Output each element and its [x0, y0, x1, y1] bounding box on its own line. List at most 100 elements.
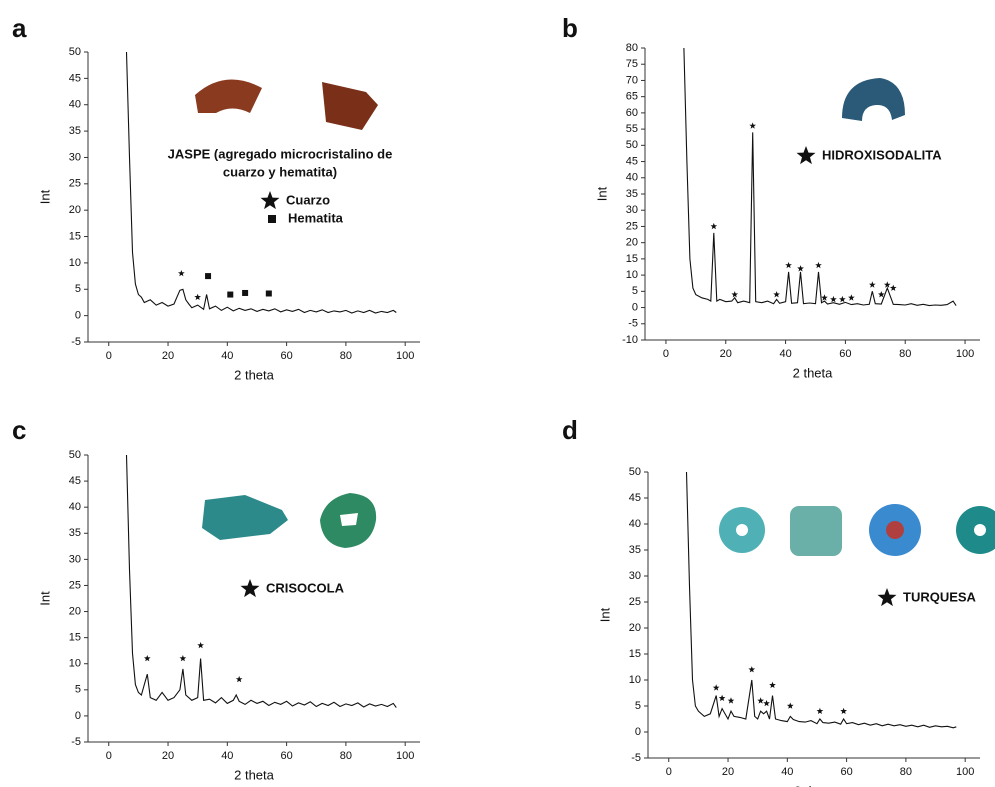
- y-tick-label: -5: [631, 752, 641, 764]
- artifact-hole: [974, 524, 986, 536]
- y-tick-label: 25: [626, 220, 638, 232]
- y-tick-label: 50: [69, 46, 81, 58]
- peak-marker-star: [719, 695, 726, 701]
- legend-star: [797, 146, 816, 164]
- x-tick-label: 40: [221, 750, 233, 762]
- artifact-photo: [322, 82, 378, 130]
- y-tick-label: 40: [69, 501, 81, 513]
- peak-marker-star: [144, 655, 151, 661]
- x-tick-label: 60: [280, 350, 292, 362]
- x-tick-label: 20: [720, 348, 732, 360]
- y-tick-label: 45: [69, 72, 81, 84]
- x-tick-label: 80: [340, 350, 352, 362]
- photos-b: [842, 78, 905, 121]
- y-tick-label: 30: [629, 570, 641, 582]
- peak-marker-star: [769, 682, 776, 688]
- legend-label: TURQUESA: [903, 589, 977, 604]
- y-tick-label: 5: [75, 684, 81, 696]
- panel-letter: d: [562, 415, 578, 445]
- x-axis-label: 2 theta: [234, 367, 275, 382]
- y-tick-label: -5: [71, 736, 81, 748]
- x-tick-label: 60: [280, 750, 292, 762]
- peak-marker-square: [266, 290, 272, 296]
- mineral-note: JASPE (agregado microcristalino de: [168, 146, 393, 161]
- peak-marker-square: [242, 290, 248, 296]
- y-tick-label: 75: [626, 58, 638, 70]
- x-tick-label: 60: [840, 766, 852, 778]
- peak-marker-star: [869, 281, 876, 287]
- y-tick-label: 20: [626, 237, 638, 249]
- y-tick-label: 35: [629, 544, 641, 556]
- legend-label: Hematita: [288, 210, 344, 225]
- figure: a-5051015202530354045500204060801002 the…: [0, 0, 995, 787]
- peak-marker-star: [848, 294, 855, 300]
- panel-letter: c: [12, 415, 26, 445]
- panel-letter: b: [562, 13, 578, 43]
- y-tick-label: 0: [75, 310, 81, 322]
- artifact-photo: [842, 78, 905, 121]
- peak-marker-star: [830, 296, 837, 302]
- peak-marker-star: [773, 291, 780, 297]
- y-tick-label: -5: [628, 318, 638, 330]
- y-tick-label: 45: [69, 475, 81, 487]
- y-tick-label: 20: [629, 622, 641, 634]
- y-tick-label: 15: [629, 648, 641, 660]
- y-tick-label: 5: [75, 283, 81, 295]
- y-tick-label: -10: [622, 334, 638, 346]
- y-tick-label: 50: [626, 139, 638, 151]
- y-tick-label: 60: [626, 107, 638, 119]
- peak-marker-star: [197, 642, 204, 648]
- y-axis-label: Int: [597, 607, 612, 622]
- x-tick-label: 0: [663, 348, 669, 360]
- x-axis-label: 2 theta: [793, 365, 834, 380]
- x-tick-label: 100: [956, 348, 974, 360]
- y-tick-label: 35: [69, 125, 81, 137]
- x-tick-label: 40: [779, 348, 791, 360]
- x-tick-label: 40: [781, 766, 793, 778]
- artifact-photo: [202, 495, 288, 540]
- x-tick-label: 0: [666, 766, 672, 778]
- y-tick-label: 65: [626, 91, 638, 103]
- y-tick-label: 10: [629, 674, 641, 686]
- mineral-note: cuarzo y hematita): [223, 164, 337, 179]
- peak-marker-star: [236, 676, 243, 682]
- y-tick-label: 45: [629, 492, 641, 504]
- peak-marker-star: [763, 700, 770, 706]
- y-tick-label: 70: [626, 74, 638, 86]
- y-tick-label: 5: [632, 285, 638, 297]
- panel-letter: a: [12, 13, 27, 43]
- y-tick-label: 0: [75, 710, 81, 722]
- x-tick-label: 0: [106, 350, 112, 362]
- legend-label: HIDROXISODALITA: [822, 147, 942, 162]
- y-tick-label: 30: [626, 204, 638, 216]
- peak-marker-star: [749, 122, 756, 128]
- photos-a: [195, 79, 378, 130]
- peak-marker-square: [227, 292, 233, 298]
- y-tick-label: 10: [626, 269, 638, 281]
- legend-label: CRISOCOLA: [266, 580, 345, 595]
- y-axis-label: Int: [37, 189, 52, 204]
- peak-marker-star: [890, 285, 897, 291]
- peak-marker-star: [711, 223, 718, 229]
- y-axis-label: Int: [37, 591, 52, 606]
- y-tick-label: 10: [69, 257, 81, 269]
- x-tick-label: 80: [899, 348, 911, 360]
- artifact-hole: [736, 524, 748, 536]
- y-tick-label: 40: [629, 518, 641, 530]
- y-tick-label: 50: [629, 466, 641, 478]
- x-tick-label: 20: [162, 350, 174, 362]
- y-tick-label: 10: [69, 658, 81, 670]
- peak-marker-star: [787, 703, 794, 709]
- y-tick-label: 15: [626, 253, 638, 265]
- photos-c: [202, 493, 376, 548]
- peak-marker-star: [728, 697, 735, 703]
- legend-star: [261, 191, 280, 209]
- legend-square: [268, 215, 276, 223]
- x-tick-label: 0: [106, 750, 112, 762]
- y-tick-label: 5: [635, 700, 641, 712]
- photos-d: [719, 504, 995, 556]
- x-tick-label: 100: [956, 766, 974, 778]
- y-tick-label: 30: [69, 151, 81, 163]
- x-tick-label: 100: [396, 350, 414, 362]
- y-tick-label: 30: [69, 553, 81, 565]
